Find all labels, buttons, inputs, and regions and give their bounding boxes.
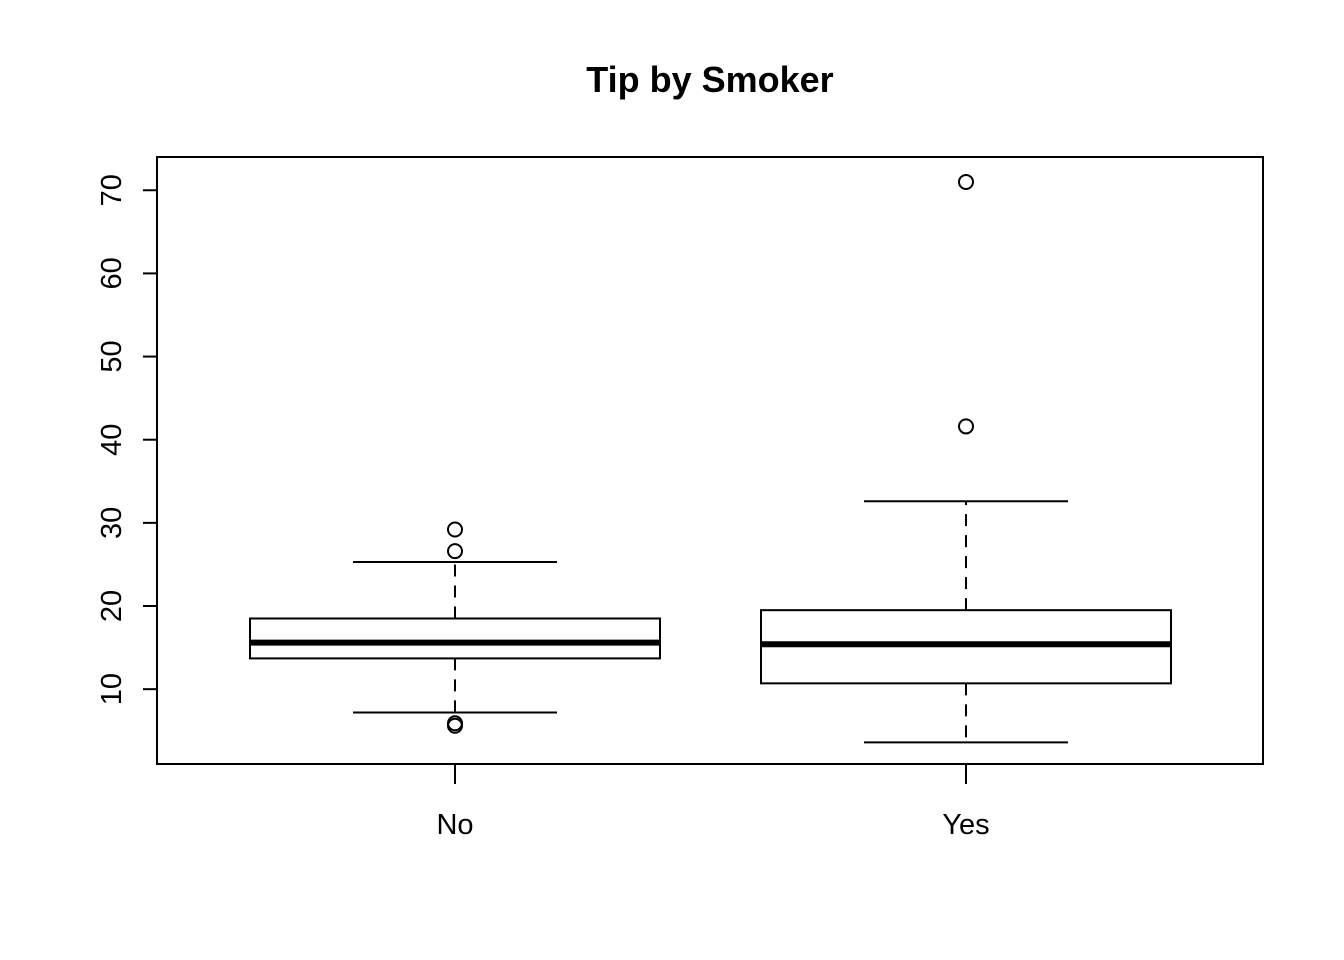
box-yes bbox=[760, 173, 1172, 744]
y-tick-label: 40 bbox=[96, 424, 128, 456]
outlier-point bbox=[447, 521, 463, 538]
outlier-point bbox=[958, 418, 974, 435]
iqr-box bbox=[249, 617, 661, 660]
chart-title: Tip by Smoker bbox=[586, 59, 833, 100]
y-tick-label: 50 bbox=[96, 340, 128, 372]
y-axis: 10 20 30 40 50 60 70 bbox=[96, 174, 158, 705]
x-tick-label: No bbox=[436, 809, 473, 841]
y-tick-label: 60 bbox=[96, 257, 128, 289]
outlier-point bbox=[447, 543, 463, 560]
x-tick-label: Yes bbox=[942, 809, 989, 841]
box-no bbox=[249, 521, 661, 734]
x-axis: No Yes bbox=[436, 764, 990, 841]
outlier-point bbox=[447, 715, 463, 732]
y-tick-label: 20 bbox=[96, 590, 128, 622]
outlier-point bbox=[958, 173, 974, 190]
y-tick-label: 70 bbox=[96, 174, 128, 206]
y-tick-label: 10 bbox=[96, 673, 128, 705]
boxes-group bbox=[249, 173, 1172, 744]
y-tick-label: 30 bbox=[96, 507, 128, 539]
